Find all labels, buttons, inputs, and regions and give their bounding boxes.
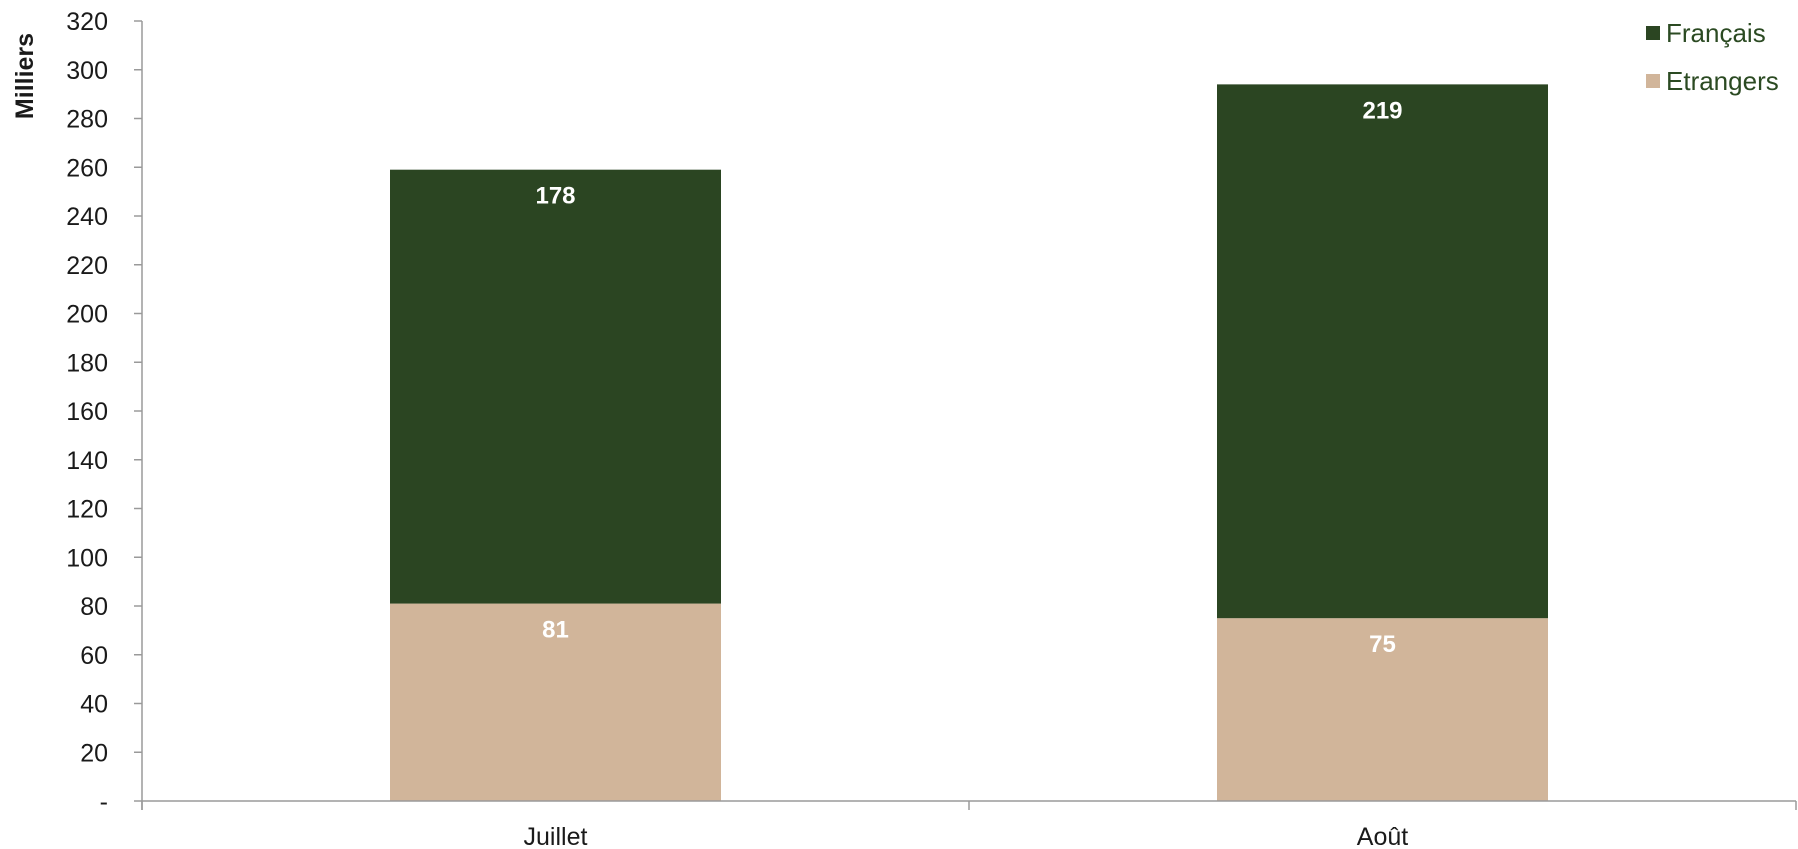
legend-swatch — [1646, 26, 1660, 40]
data-label: 178 — [535, 183, 575, 210]
y-tick-label: 240 — [66, 203, 108, 231]
y-axis-ticks: - 20 40 60 80 100 120 140 160 180 200 220 240 260 280 3… — [66, 8, 142, 816]
y-axis-label: Milliers — [11, 33, 39, 119]
legend: Français Etrangers — [1646, 18, 1779, 96]
y-tick-label: 320 — [66, 8, 108, 36]
legend-label: Français — [1666, 18, 1766, 48]
legend-swatch — [1646, 74, 1660, 88]
y-tick-label: 140 — [66, 447, 108, 475]
y-tick-label: 300 — [66, 57, 108, 85]
x-category-label: Juillet — [524, 823, 588, 849]
y-tick-label: 100 — [66, 544, 108, 572]
y-tick-label: - — [100, 788, 108, 816]
bars — [390, 84, 1548, 801]
y-tick-label: 160 — [66, 398, 108, 426]
data-label: 81 — [542, 617, 569, 644]
y-tick-label: 200 — [66, 301, 108, 329]
y-tick-label: 20 — [80, 739, 108, 767]
axes — [141, 21, 1797, 810]
bar-etrangers-0 — [390, 603, 721, 801]
data-label: 219 — [1362, 97, 1402, 124]
bar-etrangers-1 — [1217, 618, 1548, 801]
bar-français-0 — [390, 169, 721, 604]
data-labels: 81 178 75 219 — [535, 97, 1402, 658]
y-tick-label: 40 — [80, 691, 108, 719]
x-axis-categories: Juillet Août — [524, 823, 1409, 849]
y-tick-label: 120 — [66, 496, 108, 524]
data-label: 75 — [1369, 631, 1396, 658]
y-tick-label: 80 — [80, 593, 108, 621]
y-tick-label: 280 — [66, 106, 108, 134]
x-category-label: Août — [1357, 823, 1408, 849]
y-tick-label: 260 — [66, 154, 108, 182]
y-tick-label: 180 — [66, 349, 108, 377]
bar-français-1 — [1217, 84, 1548, 619]
legend-label: Etrangers — [1666, 66, 1779, 96]
y-tick-label: 220 — [66, 252, 108, 280]
y-tick-label: 60 — [80, 642, 108, 670]
